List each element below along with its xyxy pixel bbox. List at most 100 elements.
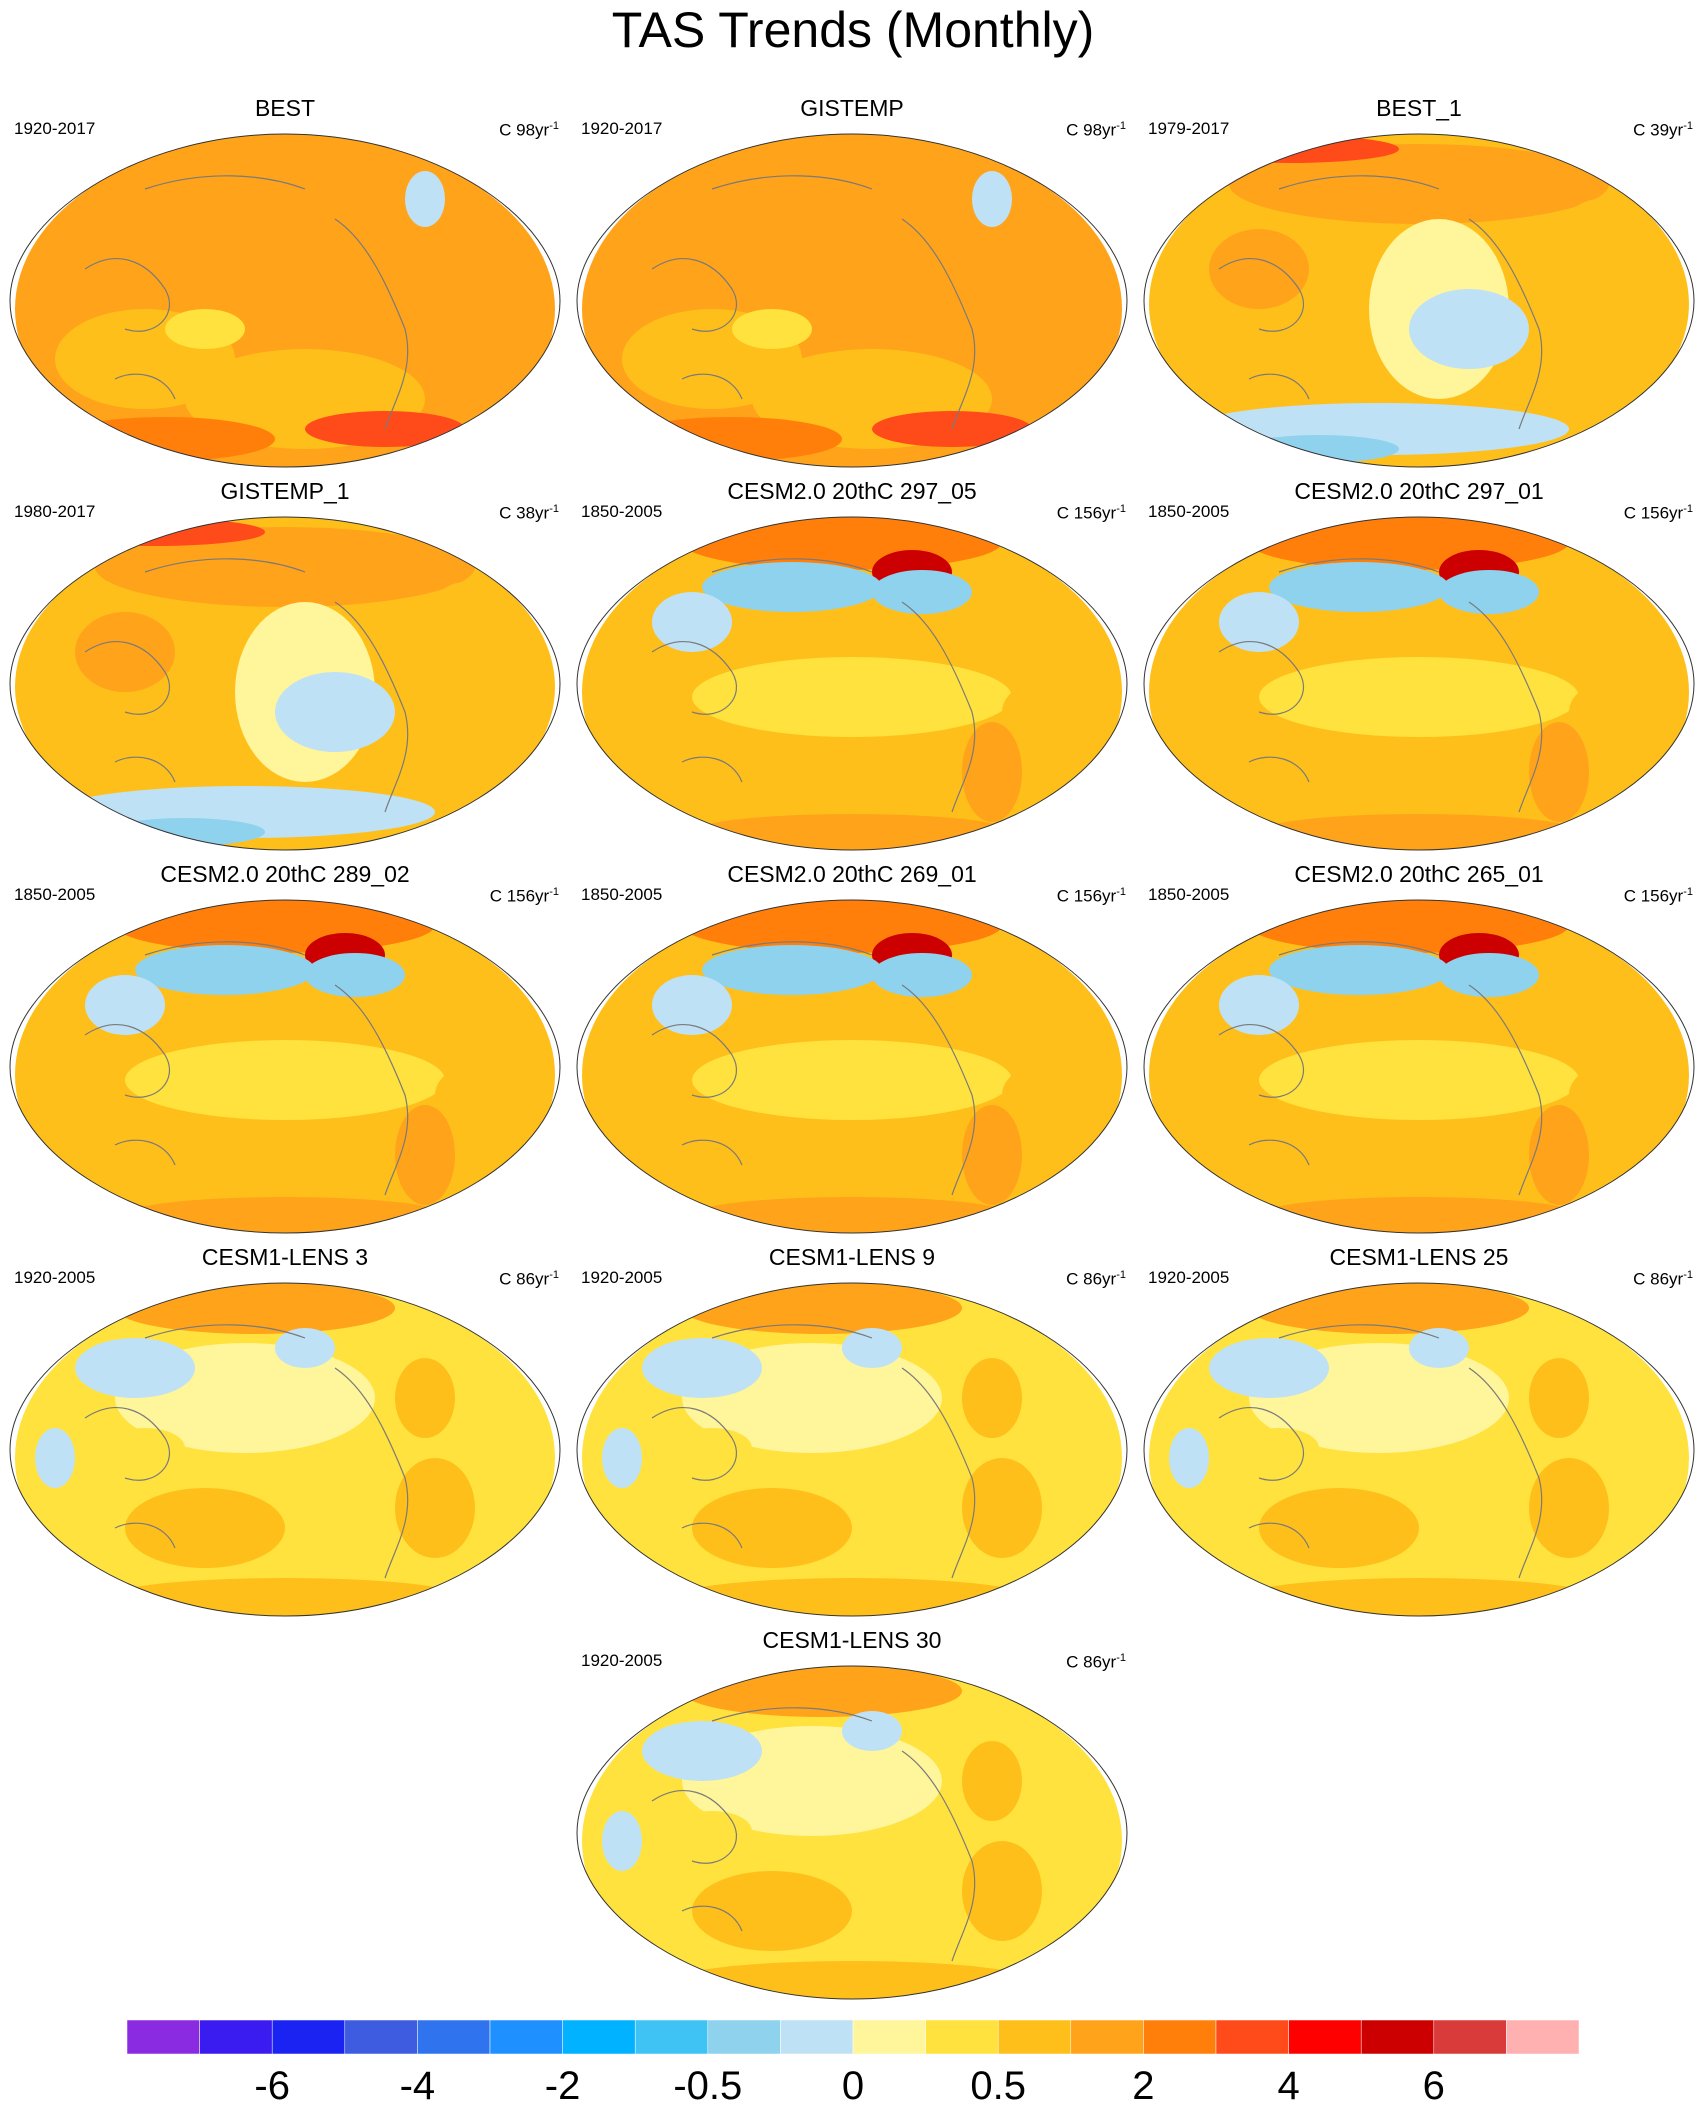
coastline bbox=[1278, 1324, 1440, 1339]
trend-region bbox=[962, 1458, 1042, 1558]
trend-region bbox=[125, 1197, 445, 1233]
colorbar-tick-label: 0 bbox=[842, 2064, 864, 2108]
panel-years: 1850-2005 bbox=[581, 502, 663, 521]
trend-region bbox=[1209, 229, 1309, 309]
colorbar-swatch bbox=[1360, 2020, 1435, 2055]
map-border bbox=[576, 1282, 1128, 1617]
trend-map bbox=[1143, 1282, 1695, 1617]
trend-map bbox=[9, 1282, 561, 1617]
trend-region bbox=[135, 945, 315, 995]
colorbar-tick-label: 4 bbox=[1277, 2064, 1299, 2108]
map-border bbox=[576, 516, 1128, 851]
map-panel: CESM2.0 20thC 297_01 1850-2005 C 156yr-1 bbox=[1139, 478, 1699, 853]
units-base: C 86yr bbox=[1633, 1269, 1684, 1289]
units-exponent: -1 bbox=[1116, 120, 1126, 132]
trend-region bbox=[642, 1338, 762, 1398]
trend-region bbox=[682, 517, 1002, 570]
colorbar-swatch bbox=[562, 2020, 636, 2055]
trend-region bbox=[692, 1871, 852, 1951]
colorbar-swatch bbox=[997, 2020, 1072, 2055]
trend-map bbox=[9, 133, 561, 468]
trend-region bbox=[942, 209, 1062, 289]
coastline bbox=[681, 373, 743, 400]
trend-region bbox=[35, 1428, 75, 1488]
trend-region bbox=[1219, 592, 1299, 652]
coastline bbox=[651, 258, 738, 332]
trend-region bbox=[622, 417, 842, 461]
coastline bbox=[901, 1367, 976, 1579]
coastline bbox=[84, 1407, 171, 1481]
panel-years: 1850-2005 bbox=[1148, 885, 1230, 904]
coastline bbox=[144, 941, 306, 956]
coastline bbox=[651, 1790, 738, 1864]
trend-region bbox=[592, 137, 852, 181]
coastline bbox=[1218, 1024, 1305, 1098]
units-base: C 156yr bbox=[1623, 503, 1684, 523]
coastline bbox=[144, 175, 306, 190]
trend-region bbox=[1529, 1458, 1609, 1558]
units-exponent: -1 bbox=[549, 1269, 559, 1281]
trend-map bbox=[576, 516, 1128, 851]
colorbar-swatch bbox=[199, 2020, 273, 2055]
trend-region bbox=[1259, 657, 1579, 737]
coastline bbox=[1278, 941, 1440, 956]
trend-region bbox=[682, 900, 1002, 953]
colorbar-tick-label: 0.5 bbox=[970, 2064, 1026, 2108]
trend-region bbox=[1249, 517, 1569, 570]
colorbar-swatch bbox=[852, 2020, 926, 2055]
units-exponent: -1 bbox=[549, 503, 559, 515]
panel-units: C 156yr-1 bbox=[490, 881, 559, 908]
colorbar-swatch bbox=[925, 2020, 999, 2055]
coastline bbox=[84, 258, 171, 332]
panel-units: C 86yr-1 bbox=[1066, 1264, 1126, 1291]
trend-region bbox=[85, 1125, 205, 1185]
units-exponent: -1 bbox=[1116, 886, 1126, 898]
units-base: C 98yr bbox=[499, 120, 550, 140]
trend-region bbox=[842, 1328, 902, 1368]
coastline bbox=[711, 558, 873, 573]
map-border bbox=[576, 1665, 1128, 2000]
panel-years: 1979-2017 bbox=[1148, 119, 1230, 138]
trend-region bbox=[1239, 435, 1399, 463]
coastline bbox=[711, 941, 873, 956]
trend-region bbox=[962, 1741, 1022, 1821]
trend-region bbox=[1259, 1197, 1579, 1233]
trend-region bbox=[105, 1428, 185, 1468]
trend-region bbox=[602, 1811, 642, 1871]
colorbar-swatch bbox=[634, 2020, 709, 2055]
trend-region bbox=[962, 1358, 1022, 1438]
coastline bbox=[144, 558, 306, 573]
coastline bbox=[114, 373, 176, 400]
panel-years: 1920-2017 bbox=[581, 119, 663, 138]
panel-units: C 156yr-1 bbox=[1624, 498, 1693, 525]
trend-region bbox=[972, 171, 1012, 227]
trend-region bbox=[1409, 289, 1529, 369]
panel-title: CESM1-LENS 25 bbox=[1329, 1244, 1509, 1270]
trend-region bbox=[652, 592, 732, 652]
map-fill bbox=[15, 134, 555, 467]
trend-map bbox=[1143, 516, 1695, 851]
trend-region bbox=[395, 1358, 455, 1438]
panel-title: CESM2.0 20thC 297_01 bbox=[1294, 478, 1544, 504]
trend-region bbox=[275, 672, 395, 752]
units-base: C 98yr bbox=[1066, 120, 1117, 140]
map-panel: GISTEMP_1 1980-2017 C 38yr-1 bbox=[5, 478, 565, 853]
map-border bbox=[576, 899, 1128, 1234]
units-base: C 86yr bbox=[499, 1269, 550, 1289]
panel-title: CESM2.0 20thC 297_05 bbox=[727, 478, 977, 504]
units-exponent: -1 bbox=[1683, 886, 1693, 898]
trend-region bbox=[1529, 1358, 1589, 1438]
trend-region bbox=[105, 818, 265, 846]
trend-region bbox=[672, 1811, 752, 1851]
trend-region bbox=[1179, 135, 1399, 163]
units-exponent: -1 bbox=[1683, 1269, 1693, 1281]
coastline bbox=[681, 1522, 743, 1549]
colorbar-tick-label: -4 bbox=[400, 2064, 436, 2108]
trend-region bbox=[1249, 900, 1569, 953]
trend-region bbox=[692, 1488, 852, 1568]
trend-region bbox=[85, 975, 165, 1035]
trend-region bbox=[1529, 722, 1589, 822]
trend-map bbox=[1143, 899, 1695, 1234]
coastline bbox=[681, 1139, 743, 1166]
panel-units: C 86yr-1 bbox=[499, 1264, 559, 1291]
